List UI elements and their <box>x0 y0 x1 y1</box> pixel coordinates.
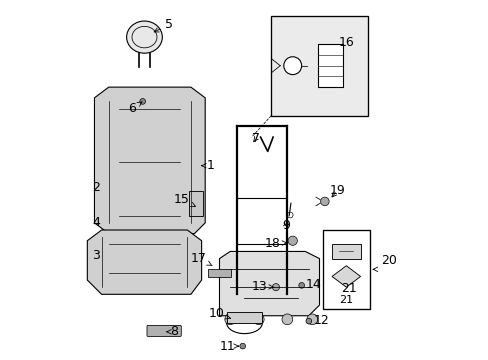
Text: 14: 14 <box>305 278 321 291</box>
Circle shape <box>240 343 245 349</box>
Circle shape <box>140 99 145 104</box>
Circle shape <box>305 318 311 324</box>
Circle shape <box>283 57 301 75</box>
Polygon shape <box>317 44 342 87</box>
Text: 20: 20 <box>380 254 396 267</box>
Text: 18: 18 <box>264 237 286 250</box>
Circle shape <box>287 212 292 218</box>
FancyBboxPatch shape <box>189 191 203 216</box>
Text: 7: 7 <box>251 132 259 145</box>
FancyBboxPatch shape <box>207 269 230 277</box>
Polygon shape <box>331 266 360 287</box>
Text: 15: 15 <box>173 193 195 207</box>
Text: 2: 2 <box>92 181 100 194</box>
Text: 9: 9 <box>282 219 289 232</box>
Circle shape <box>253 314 264 325</box>
Text: 1: 1 <box>201 159 214 172</box>
Polygon shape <box>219 251 319 316</box>
Text: 10: 10 <box>208 307 230 320</box>
Text: 21: 21 <box>340 283 356 296</box>
Text: 11: 11 <box>220 339 238 352</box>
FancyBboxPatch shape <box>331 244 360 258</box>
Text: 21: 21 <box>339 295 353 305</box>
Text: 4: 4 <box>92 216 100 229</box>
Circle shape <box>320 197 328 206</box>
Text: 6: 6 <box>128 102 142 115</box>
Polygon shape <box>87 230 201 294</box>
Text: 16: 16 <box>339 36 354 49</box>
Circle shape <box>282 314 292 325</box>
Ellipse shape <box>126 21 162 53</box>
Polygon shape <box>94 87 205 234</box>
Text: 13: 13 <box>251 280 273 293</box>
FancyBboxPatch shape <box>147 325 181 337</box>
Text: 19: 19 <box>329 184 345 197</box>
Text: 5: 5 <box>154 18 173 32</box>
Circle shape <box>298 283 304 288</box>
Polygon shape <box>226 312 262 323</box>
Circle shape <box>224 314 235 325</box>
Circle shape <box>272 284 279 291</box>
Text: 17: 17 <box>191 252 212 266</box>
Circle shape <box>306 314 317 325</box>
Text: 12: 12 <box>313 314 329 327</box>
Circle shape <box>287 236 297 246</box>
Text: 8: 8 <box>166 325 178 338</box>
FancyBboxPatch shape <box>271 16 367 116</box>
Text: 3: 3 <box>92 248 100 261</box>
